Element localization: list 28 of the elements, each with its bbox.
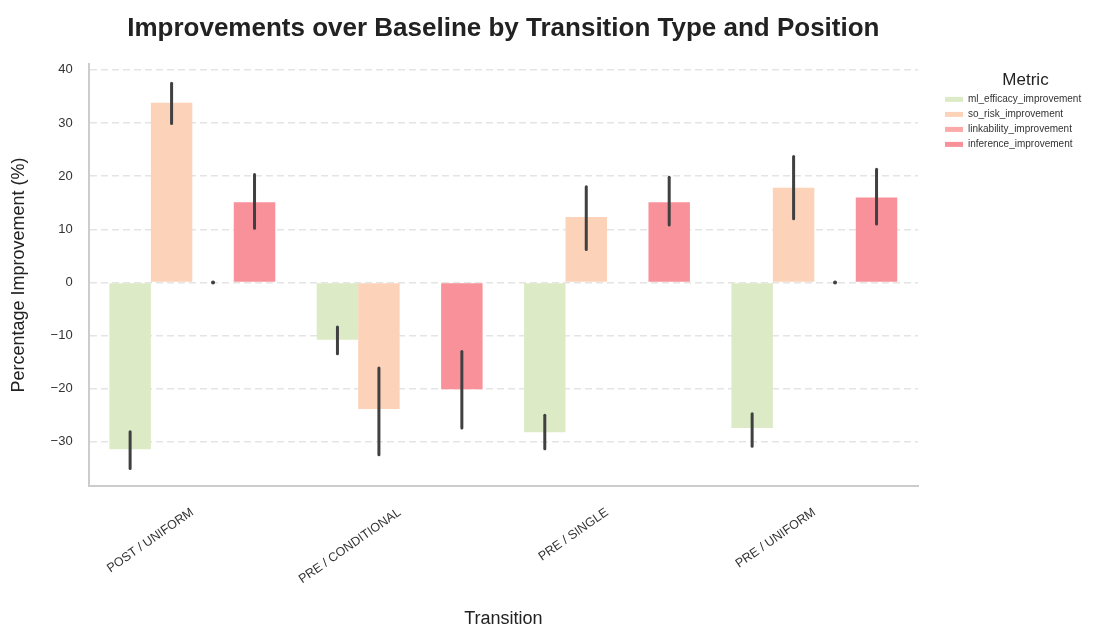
y-tick-label: −30 [50,433,73,449]
bar [565,217,607,282]
bar [109,283,151,450]
y-tick-label: 30 [58,114,73,130]
bar [316,283,359,340]
legend-label: inference_improvement [968,138,1073,150]
y-tick-label: −10 [50,327,73,343]
legend-label: ml_efficacy_improvement [968,93,1082,105]
bar [233,202,276,282]
bar [648,202,690,282]
legend-title: Metric [1002,70,1050,90]
legend-label: linkability_improvement [968,123,1073,135]
x-axis-title: Transition [464,607,543,628]
y-tick-label: 10 [58,220,73,236]
y-tick-label: −20 [50,380,73,396]
bar [524,283,566,433]
y-axis-title: Percentage Improvement (%) [7,157,28,393]
bar [772,187,815,282]
y-tick-label: 0 [65,274,73,290]
chart-title: Improvements over Baseline by Transition Type and Position [127,12,880,43]
bar [358,283,400,409]
y-tick-label: 40 [58,61,73,77]
bar [731,283,773,429]
bar [855,197,898,282]
bar [150,102,193,282]
legend-label: so_risk_improvement [968,108,1064,120]
y-tick-label: 20 [58,167,73,183]
bar [441,283,483,390]
